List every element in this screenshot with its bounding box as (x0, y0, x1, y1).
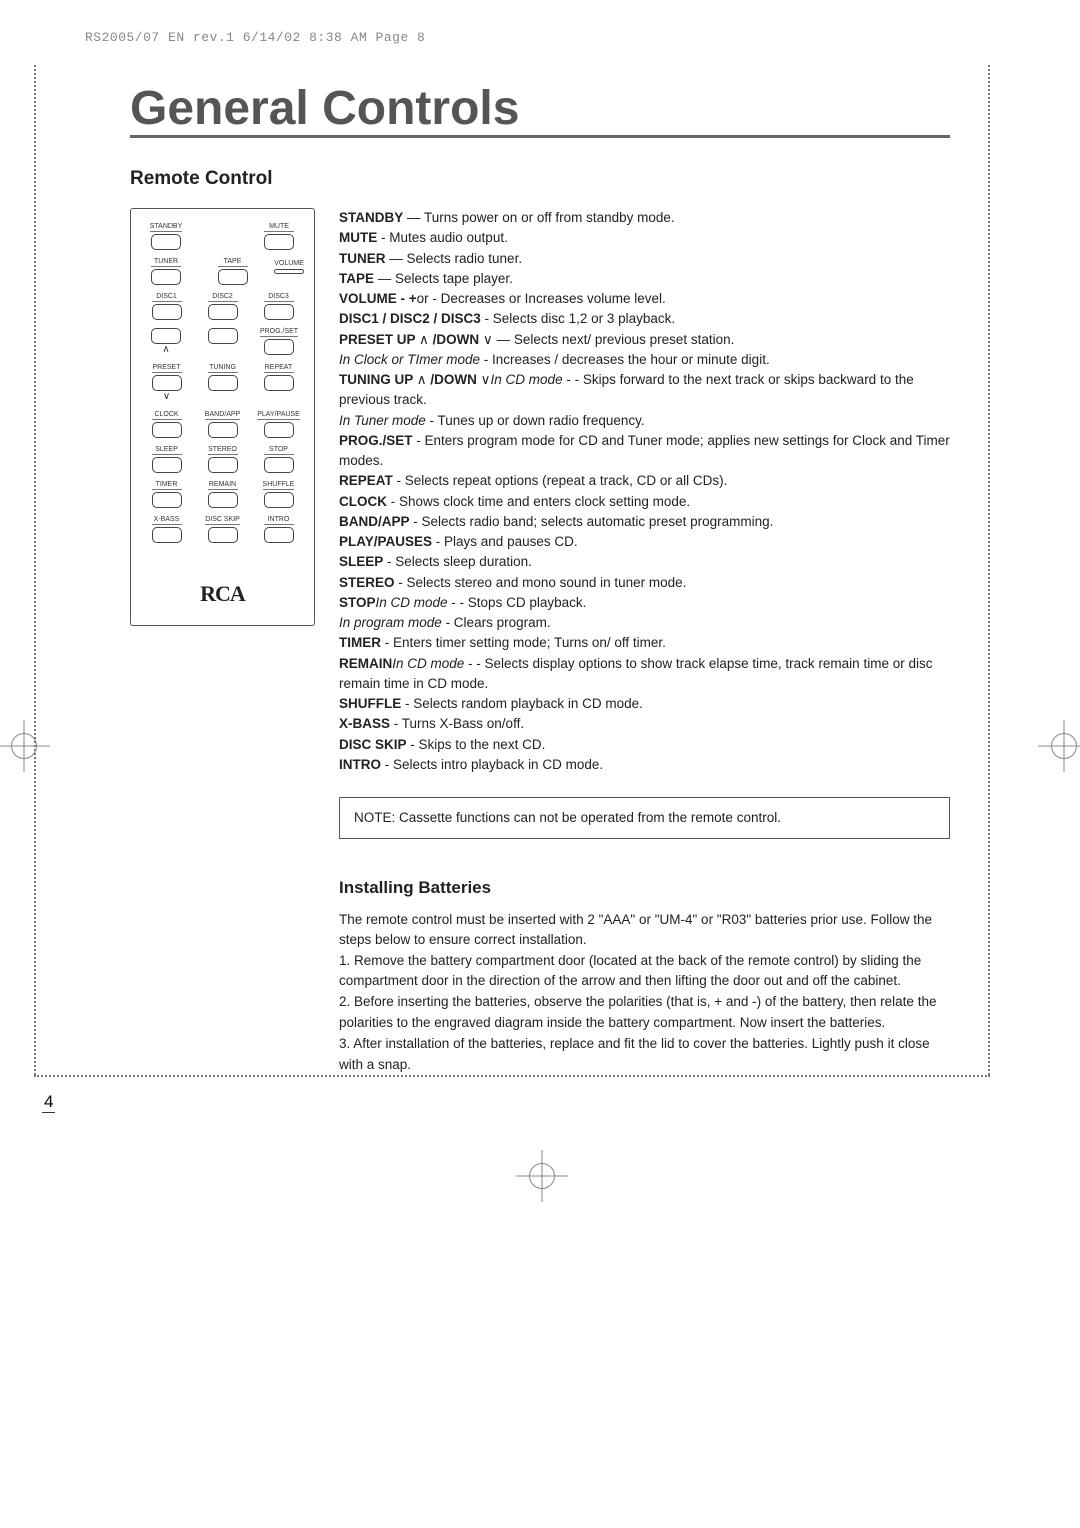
description-line: TUNING UP ∧ /DOWN ∨In CD mode - - Skips … (339, 370, 950, 411)
btn-label: STEREO (208, 446, 238, 455)
btn-label: SHUFFLE (263, 481, 295, 490)
description-line: In Tuner mode - Tunes up or down radio f… (339, 411, 950, 431)
remote-button (152, 304, 182, 320)
battery-steps: 1. Remove the battery compartment door (… (339, 951, 950, 1077)
description-line: In program mode - Clears program. (339, 613, 950, 633)
description-line: VOLUME - +or - Decreases or Increases vo… (339, 289, 950, 309)
description-line: BAND/APP - Selects radio band; selects a… (339, 512, 950, 532)
btn-label: DISC SKIP (205, 516, 240, 525)
description-line: PLAY/PAUSES - Plays and pauses CD. (339, 532, 950, 552)
remote-button (208, 527, 238, 543)
description-line: STOPIn CD mode - - Stops CD playback. (339, 593, 950, 613)
btn-label: DISC3 (264, 293, 294, 302)
description-line: PROG./SET - Enters program mode for CD a… (339, 431, 950, 472)
btn-label: INTRO (264, 516, 294, 525)
remote-button (151, 269, 181, 285)
remote-button (208, 304, 238, 320)
batteries-intro: The remote control must be inserted with… (339, 910, 950, 951)
dotted-border-left (34, 65, 36, 1075)
dotted-border-right (988, 65, 990, 1075)
btn-label: PLAY/PAUSE (257, 411, 300, 420)
description-line: REPEAT - Selects repeat options (repeat … (339, 471, 950, 491)
note-box: NOTE: Cassette functions can not be oper… (339, 797, 950, 839)
remote-button (264, 304, 294, 320)
btn-label: TUNER (151, 258, 181, 267)
registration-mark-right (1038, 720, 1080, 772)
btn-label: STANDBY (150, 223, 183, 232)
description-line: DISC SKIP - Skips to the next CD. (339, 735, 950, 755)
page-title: General Controls (130, 85, 950, 138)
description-line: In Clock or TImer mode - Increases / dec… (339, 350, 950, 370)
remote-button (152, 375, 182, 391)
description-line: CLOCK - Shows clock time and enters cloc… (339, 492, 950, 512)
batteries-heading: Installing Batteries (339, 875, 950, 901)
btn-label: SLEEP (152, 446, 182, 455)
remote-button (208, 328, 238, 344)
remote-button (264, 422, 294, 438)
btn-label: DISC1 (152, 293, 182, 302)
description-line: SHUFFLE - Selects random playback in CD … (339, 694, 950, 714)
rca-logo: RCA (200, 581, 245, 607)
btn-label: X-BASS (152, 516, 182, 525)
page-number: 4 (42, 1092, 55, 1113)
remote-button (264, 339, 294, 355)
remote-diagram: STANDBY MUTE TUNER TAPE VOLUME DISC1 DIS… (130, 208, 315, 626)
remote-button (152, 527, 182, 543)
btn-label: PROG./SET (260, 328, 298, 337)
description-line: PRESET UP ∧ /DOWN ∨ — Selects next/ prev… (339, 330, 950, 350)
remote-button (208, 457, 238, 473)
description-line: DISC1 / DISC2 / DISC3 - Selects disc 1,2… (339, 309, 950, 329)
btn-label: PRESET (152, 364, 182, 373)
page-content: General Controls Remote Control STANDBY … (130, 85, 950, 1076)
remote-button (264, 492, 294, 508)
remote-button (264, 375, 294, 391)
registration-mark-left (0, 720, 50, 772)
btn-label: BAND/APP (205, 411, 240, 420)
volume-label: VOLUME (274, 260, 304, 267)
description-line: TAPE — Selects tape player. (339, 269, 950, 289)
imposition-header: RS2005/07 EN rev.1 6/14/02 8:38 AM Page … (85, 30, 425, 45)
description-line: TUNER — Selects radio tuner. (339, 249, 950, 269)
description-line: X-BASS - Turns X-Bass on/off. (339, 714, 950, 734)
btn-label: REPEAT (264, 364, 294, 373)
down-arrow-icon: ∨ (163, 392, 170, 402)
description-line: STANDBY — Turns power on or off from sta… (339, 208, 950, 228)
btn-label: TAPE (218, 258, 248, 267)
remote-button (151, 328, 181, 344)
btn-label: TUNING (208, 364, 238, 373)
description-line: REMAINIn CD mode - - Selects display opt… (339, 654, 950, 695)
description-list: STANDBY — Turns power on or off from sta… (339, 208, 950, 775)
remote-button (208, 375, 238, 391)
btn-label: DISC2 (208, 293, 238, 302)
remote-volume-button (274, 269, 304, 274)
step: 1. Remove the battery compartment door (… (339, 951, 950, 993)
step: 3. After installation of the batteries, … (339, 1034, 950, 1076)
remote-button (152, 492, 182, 508)
btn-label: REMAIN (208, 481, 238, 490)
remote-button (151, 234, 181, 250)
remote-button (218, 269, 248, 285)
descriptions-column: STANDBY — Turns power on or off from sta… (339, 208, 950, 1076)
description-line: INTRO - Selects intro playback in CD mod… (339, 755, 950, 775)
description-line: STEREO - Selects stereo and mono sound i… (339, 573, 950, 593)
step: 2. Before inserting the batteries, obser… (339, 992, 950, 1034)
remote-button (264, 457, 294, 473)
description-line: MUTE - Mutes audio output. (339, 228, 950, 248)
description-line: TIMER - Enters timer setting mode; Turns… (339, 633, 950, 653)
remote-button (264, 527, 294, 543)
remote-button (152, 422, 182, 438)
remote-button (152, 457, 182, 473)
section-heading: Remote Control (130, 168, 950, 190)
btn-label: TIMER (152, 481, 182, 490)
description-line: SLEEP - Selects sleep duration. (339, 552, 950, 572)
btn-label: CLOCK (152, 411, 182, 420)
registration-mark-bottom (516, 1150, 568, 1202)
remote-button (208, 422, 238, 438)
remote-button (264, 234, 294, 250)
content-row: STANDBY MUTE TUNER TAPE VOLUME DISC1 DIS… (130, 208, 950, 1076)
btn-label: STOP (264, 446, 294, 455)
remote-button (208, 492, 238, 508)
up-arrow-icon: ∧ (162, 345, 169, 355)
btn-label: MUTE (264, 223, 294, 232)
